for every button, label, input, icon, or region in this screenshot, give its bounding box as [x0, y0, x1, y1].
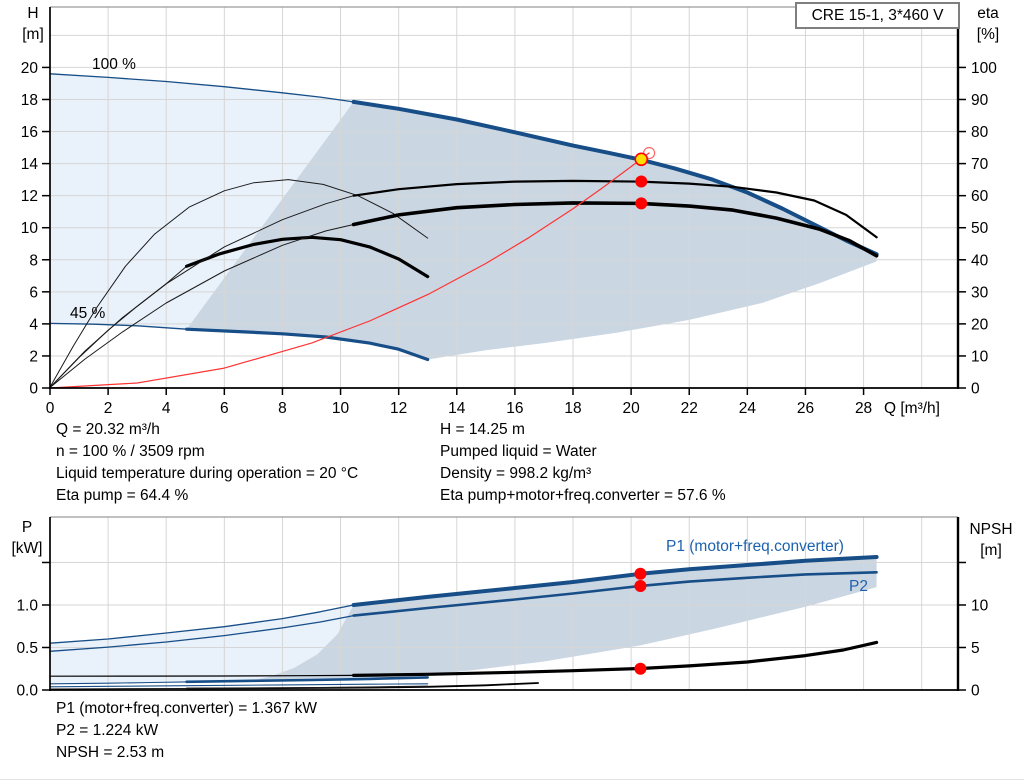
result-npsh: NPSH = 2.53 m — [56, 744, 165, 761]
svg-text:10: 10 — [21, 220, 39, 237]
svg-text:0: 0 — [971, 683, 980, 700]
svg-text:1.0: 1.0 — [16, 597, 38, 614]
svg-text:60: 60 — [971, 188, 989, 205]
svg-text:14: 14 — [448, 400, 466, 417]
svg-text:14: 14 — [21, 156, 39, 173]
result-p2: P2 = 1.224 kW — [56, 722, 159, 739]
svg-text:20: 20 — [971, 316, 989, 333]
svg-text:10: 10 — [332, 400, 350, 417]
duty-info-speed: n = 100 % / 3509 rpm — [56, 443, 205, 460]
duty-info-liquid: Pumped liquid = Water — [440, 443, 597, 460]
npsh-axis-symbol: NPSH — [969, 521, 1013, 538]
svg-text:22: 22 — [681, 400, 698, 417]
svg-text:0.5: 0.5 — [16, 640, 38, 657]
duty-info-eta-total: Eta pump+motor+freq.converter = 57.6 % — [440, 487, 726, 504]
eta-axis-title: eta [%] — [964, 3, 1012, 45]
duty-info-q: Q = 20.32 m³/h — [56, 421, 160, 438]
svg-text:20: 20 — [21, 60, 39, 77]
svg-text:0: 0 — [29, 381, 38, 398]
svg-text:5: 5 — [971, 640, 980, 657]
svg-text:50: 50 — [971, 220, 989, 237]
svg-text:0: 0 — [971, 381, 980, 398]
svg-text:30: 30 — [971, 284, 989, 301]
svg-text:90: 90 — [971, 92, 989, 109]
eta-axis-symbol: eta — [977, 5, 999, 22]
p-axis-symbol: P — [21, 519, 33, 536]
h-axis-symbol: H — [27, 5, 39, 22]
svg-text:8: 8 — [278, 400, 287, 417]
svg-text:18: 18 — [564, 400, 581, 417]
duty-info-eta-pump: Eta pump = 64.4 % — [56, 487, 189, 504]
duty-info-h: H = 14.25 m — [440, 421, 525, 438]
result-p1: P1 (motor+freq.converter) = 1.367 kW — [56, 700, 318, 717]
svg-text:6: 6 — [220, 400, 229, 417]
svg-text:2: 2 — [104, 400, 113, 417]
page-bottom-rule — [0, 779, 1024, 780]
speed-100-label: 100 % — [92, 56, 136, 73]
q-axis-title: Q [m³/h] — [884, 400, 940, 417]
svg-text:26: 26 — [797, 400, 814, 417]
h-axis-unit: [m] — [22, 26, 44, 43]
svg-text:4: 4 — [162, 400, 171, 417]
svg-text:70: 70 — [971, 156, 989, 173]
svg-text:12: 12 — [21, 188, 38, 205]
svg-text:4: 4 — [29, 316, 38, 333]
speed-45-label: 45 % — [70, 305, 106, 322]
svg-text:24: 24 — [739, 400, 757, 417]
svg-text:8: 8 — [29, 252, 38, 269]
svg-text:100: 100 — [971, 60, 997, 77]
p-axis-title: P [kW] — [4, 517, 50, 559]
svg-text:16: 16 — [21, 124, 38, 141]
svg-text:12: 12 — [390, 400, 407, 417]
svg-text:10: 10 — [971, 348, 989, 365]
eta-axis-unit: [%] — [976, 26, 1000, 43]
npsh-axis-title: NPSH [m] — [962, 519, 1020, 561]
svg-text:6: 6 — [29, 284, 38, 301]
svg-text:10: 10 — [971, 597, 989, 614]
pump-designation-box: CRE 15-1, 3*460 V — [795, 2, 960, 29]
p-axis-unit: [kW] — [11, 540, 43, 557]
svg-text:2: 2 — [29, 348, 38, 365]
p2-curve-label: P2 — [849, 578, 868, 595]
svg-text:80: 80 — [971, 124, 989, 141]
duty-info-density: Density = 998.2 kg/m³ — [440, 465, 592, 482]
svg-text:18: 18 — [21, 92, 38, 109]
duty-info-temperature: Liquid temperature during operation = 20… — [56, 465, 359, 482]
svg-text:28: 28 — [855, 400, 872, 417]
npsh-axis-unit: [m] — [980, 542, 1002, 559]
svg-text:0: 0 — [46, 400, 55, 417]
svg-text:16: 16 — [506, 400, 523, 417]
h-axis-title: H [m] — [13, 3, 53, 45]
svg-text:0.0: 0.0 — [16, 683, 38, 700]
p1-curve-label: P1 (motor+freq.converter) — [666, 538, 844, 555]
svg-text:20: 20 — [622, 400, 640, 417]
svg-text:40: 40 — [971, 252, 989, 269]
